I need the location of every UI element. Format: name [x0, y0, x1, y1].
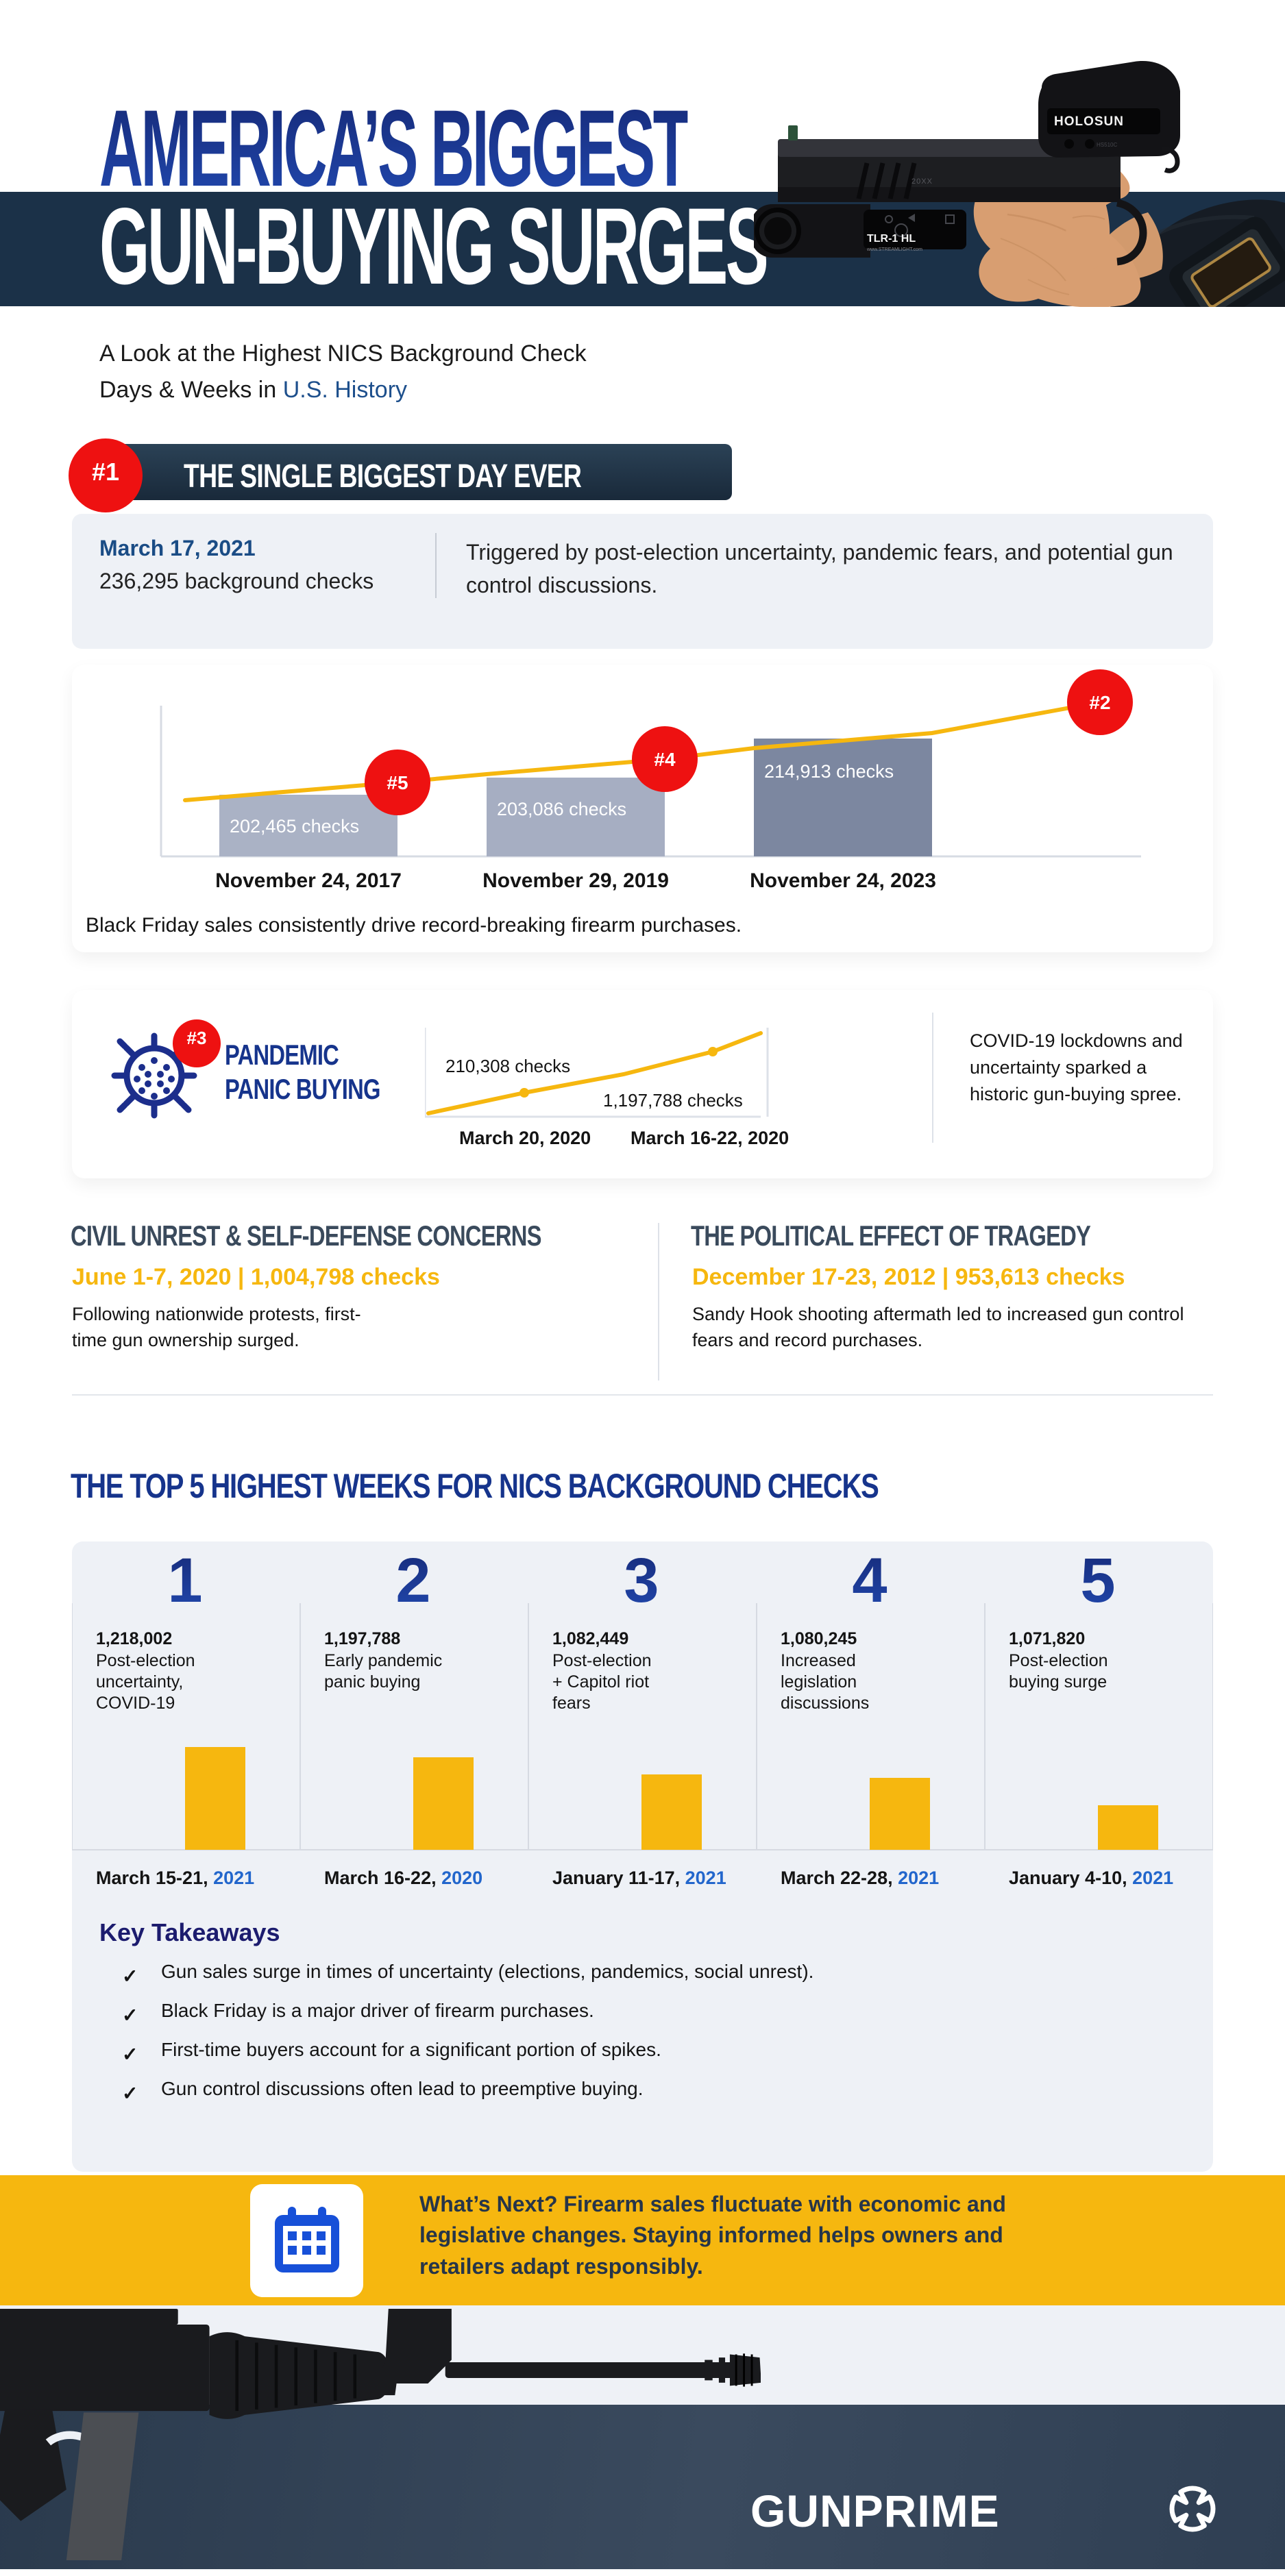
svg-text:www.STREAMLIGHT.com: www.STREAMLIGHT.com: [866, 247, 922, 252]
svg-text:4: 4: [852, 1546, 887, 1615]
svg-text:210,308 checks: 210,308 checks: [445, 1056, 570, 1076]
svg-text:March 22-28, 2021: March 22-28, 2021: [781, 1868, 939, 1888]
svg-text:HOLOSUN: HOLOSUN: [1054, 114, 1124, 129]
svg-text:buying surge: buying surge: [1009, 1672, 1107, 1692]
svg-text:#2: #2: [1089, 692, 1110, 713]
svg-text:1,218,002: 1,218,002: [96, 1629, 172, 1648]
svg-text:legislation: legislation: [781, 1672, 857, 1692]
svg-text:202,465 checks: 202,465 checks: [230, 816, 359, 837]
svg-text:November 29, 2019: November 29, 2019: [482, 869, 669, 892]
svg-text:1,197,788 checks: 1,197,788 checks: [603, 1090, 743, 1111]
svg-text:1,071,820: 1,071,820: [1009, 1629, 1085, 1648]
svg-text:#4: #4: [654, 749, 676, 770]
svg-text:Post-election: Post-election: [96, 1651, 195, 1670]
svg-text:November 24, 2017: November 24, 2017: [215, 869, 402, 892]
svg-text:203,086 checks: 203,086 checks: [497, 799, 626, 819]
svg-text:GUNPRIME: GUNPRIME: [750, 2486, 1000, 2536]
svg-text:1,197,788: 1,197,788: [324, 1629, 400, 1648]
svg-text:November 24, 2023: November 24, 2023: [750, 869, 936, 892]
svg-text:March 20, 2020: March 20, 2020: [459, 1128, 591, 1148]
svg-text:Black Friday sales consistentl: Black Friday sales consistently drive re…: [86, 914, 742, 937]
svg-text:1,082,449: 1,082,449: [552, 1629, 628, 1648]
svg-text:January 11-17, 2021: January 11-17, 2021: [552, 1868, 726, 1888]
svg-text:5: 5: [1080, 1546, 1115, 1615]
svg-text:1,080,245: 1,080,245: [781, 1629, 857, 1648]
svg-text:January 4-10, 2021: January 4-10, 2021: [1009, 1868, 1173, 1888]
svg-text:discussions: discussions: [781, 1694, 869, 1713]
svg-text:TLR-1 HL: TLR-1 HL: [867, 233, 916, 245]
svg-text:#5: #5: [387, 772, 408, 793]
svg-text:panic buying: panic buying: [324, 1672, 420, 1692]
svg-text:March 15-21, 2021: March 15-21, 2021: [96, 1868, 254, 1888]
svg-text:2: 2: [395, 1546, 430, 1615]
svg-text:Post-election: Post-election: [1009, 1651, 1108, 1670]
svg-text:20XX: 20XX: [911, 177, 933, 186]
svg-text:214,913 checks: 214,913 checks: [764, 761, 894, 782]
svg-text:+ Capitol riot: + Capitol riot: [552, 1672, 649, 1692]
svg-text:March 16-22, 2020: March 16-22, 2020: [631, 1128, 789, 1148]
svg-text:3: 3: [624, 1546, 659, 1615]
svg-text:Increased: Increased: [781, 1651, 856, 1670]
svg-text:March 16-22, 2020: March 16-22, 2020: [324, 1868, 482, 1888]
svg-text:HS510C: HS510C: [1097, 142, 1117, 148]
svg-text:1: 1: [167, 1546, 202, 1615]
svg-text:fears: fears: [552, 1694, 591, 1713]
svg-text:Early pandemic: Early pandemic: [324, 1651, 442, 1670]
svg-text:uncertainty,: uncertainty,: [96, 1672, 183, 1692]
svg-text:COVID-19: COVID-19: [96, 1694, 175, 1713]
svg-text:Post-election: Post-election: [552, 1651, 652, 1670]
